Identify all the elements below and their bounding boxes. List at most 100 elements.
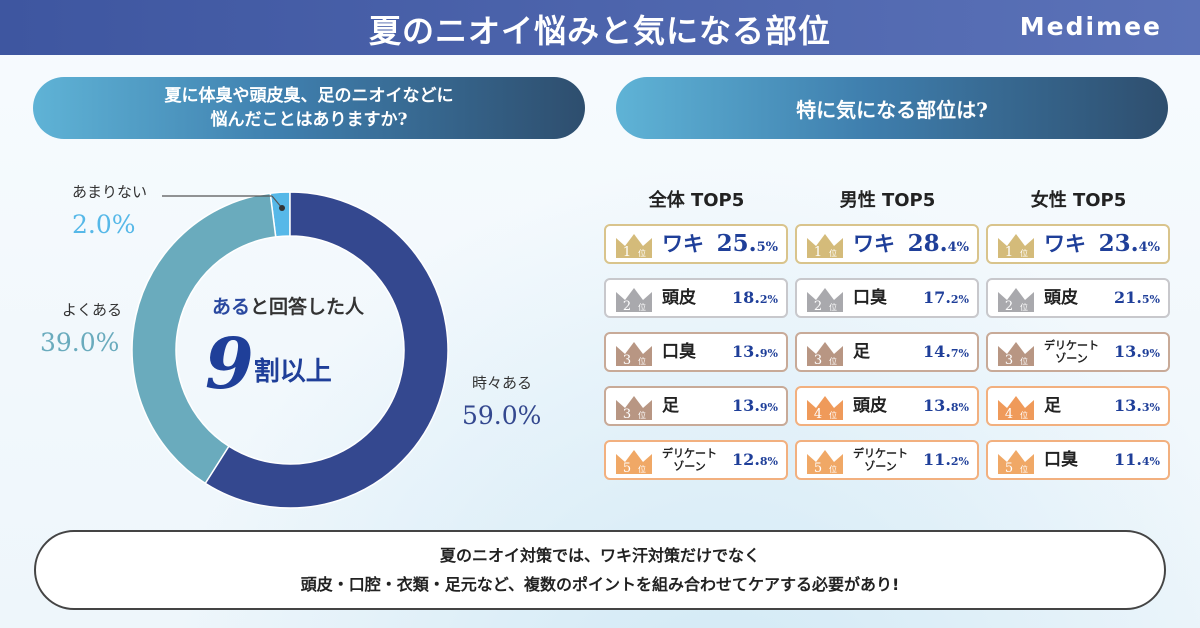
ranking-card: 3 位足 13.9% (604, 386, 788, 426)
svg-text:1: 1 (814, 245, 822, 258)
donut-chart (131, 191, 449, 509)
center-rest: と回答した人 (250, 296, 365, 318)
ranking-part: 口臭 (1044, 450, 1078, 470)
svg-text:位: 位 (1020, 356, 1028, 366)
donut-slice-2 (131, 192, 277, 485)
ranking-part: デリケート ゾーン (1044, 339, 1099, 365)
svg-text:位: 位 (829, 410, 837, 420)
svg-text:位: 位 (829, 464, 837, 474)
ranking-value: 13.8% (923, 396, 969, 415)
svg-text:位: 位 (1020, 464, 1028, 474)
ranking-column-title: 男性 TOP5 (839, 190, 936, 211)
svg-text:1: 1 (623, 245, 631, 258)
svg-text:位: 位 (829, 356, 837, 366)
svg-text:位: 位 (829, 248, 837, 258)
svg-text:位: 位 (638, 464, 646, 474)
ranking-value: 13.9% (732, 396, 778, 415)
header-bar: 夏のニオイ悩みと気になる部位 Medimee (0, 0, 1200, 55)
svg-text:1: 1 (1005, 245, 1013, 258)
svg-text:3: 3 (623, 353, 631, 366)
ranking-card: 2 位口臭 17.2% (795, 278, 979, 318)
conclusion-box: 夏のニオイ対策では、ワキ汗対策だけでなく 頭皮・口腔・衣類・足元など、複数のポイ… (34, 530, 1166, 610)
ranking-value: 13.9% (732, 342, 778, 361)
question-line-2: 悩んだことはありますか? (210, 110, 408, 130)
ranking-part: デリケート ゾーン (853, 447, 908, 473)
percent-often: 39.0% (40, 328, 120, 357)
ranking-value: 11.4% (1114, 450, 1160, 469)
ranking-value: 13.9% (1114, 342, 1160, 361)
percent-sometimes: 59.0% (462, 401, 542, 430)
ranking-part: 口臭 (662, 342, 696, 362)
svg-text:3: 3 (1005, 353, 1013, 366)
svg-text:4: 4 (1005, 407, 1013, 420)
label-often: よくある (62, 301, 123, 319)
ranking-card: 5 位デリケート ゾーン 11.2% (795, 440, 979, 480)
center-big-suffix: 割以上 (253, 357, 332, 387)
question-line-1: 夏に体臭や頭皮臭、足のニオイなどに (164, 86, 454, 106)
ranking-value: 12.8% (732, 450, 778, 469)
ranking-card: 3 位足 14.7% (795, 332, 979, 372)
ranking-card: 5 位 口臭 11.4% (986, 440, 1170, 480)
question-pill-left: 夏に体臭や頭皮臭、足のニオイなどに 悩んだことはありますか? (33, 77, 585, 139)
ranking-value: 18.2% (732, 288, 778, 307)
ranking-card: 1 位ワキ 25.5% (604, 224, 788, 264)
svg-text:5: 5 (1005, 461, 1013, 474)
svg-text:2: 2 (1005, 299, 1013, 312)
conclusion-line-1: 夏のニオイ対策では、ワキ汗対策だけでなく (439, 546, 760, 565)
svg-text:5: 5 (623, 461, 631, 474)
ranking-card: 4 位頭皮 13.8% (795, 386, 979, 426)
svg-text:3: 3 (623, 407, 631, 420)
donut-slice-1 (204, 191, 449, 509)
ranking-card: 4 位足 13.3% (986, 386, 1170, 426)
percent-rarely: 2.0% (72, 210, 136, 239)
ranking-value: 14.7% (923, 342, 969, 361)
svg-text:位: 位 (638, 302, 646, 312)
ranking-part: 足 (662, 396, 679, 416)
ranking-part: ワキ (853, 232, 895, 256)
ranking-card: 3 位 デリケート ゾーン 13.9% (986, 332, 1170, 372)
svg-text:位: 位 (638, 356, 646, 366)
ranking-part: 頭皮 (662, 288, 696, 308)
svg-text:位: 位 (1020, 302, 1028, 312)
ranking-card: 2 位頭皮 18.2% (604, 278, 788, 318)
ranking-part: ワキ (662, 232, 704, 256)
svg-text:3: 3 (814, 353, 822, 366)
center-highlight: ある (211, 296, 250, 318)
conclusion-line-2: 頭皮・口腔・衣類・足元など、複数のポイントを組み合わせてケアする必要があり! (300, 575, 900, 594)
ranking-value: 13.3% (1114, 396, 1160, 415)
label-sometimes: 時々ある (472, 374, 533, 392)
ranking-card: 3 位口臭 13.9% (604, 332, 788, 372)
page-title: 夏のニオイ悩みと気になる部位 (368, 12, 831, 50)
ranking-part: 足 (853, 342, 870, 362)
ranking-value: 11.2% (923, 450, 969, 469)
ranking-value: 21.5% (1114, 288, 1160, 307)
ranking-value: 23.4% (1098, 230, 1160, 257)
center-caption: あると回答した人 (198, 292, 378, 319)
svg-text:5: 5 (814, 461, 822, 474)
svg-text:4: 4 (814, 407, 822, 420)
ranking-part: 頭皮 (1044, 288, 1078, 308)
ranking-card: 5 位デリケート ゾーン 12.8% (604, 440, 788, 480)
svg-text:位: 位 (1020, 410, 1028, 420)
svg-text:位: 位 (638, 410, 646, 420)
ranking-part: デリケート ゾーン (662, 447, 717, 473)
svg-text:2: 2 (623, 299, 631, 312)
svg-text:位: 位 (829, 302, 837, 312)
ranking-value: 28.4% (907, 230, 969, 257)
question-pill-right: 特に気になる部位は? (616, 77, 1168, 139)
ranking-card: 1 位 ワキ 28.4% (795, 224, 979, 264)
ranking-card: 2 位頭皮 21.5% (986, 278, 1170, 318)
ranking-part: 足 (1044, 396, 1061, 416)
leader-dot (279, 205, 285, 211)
